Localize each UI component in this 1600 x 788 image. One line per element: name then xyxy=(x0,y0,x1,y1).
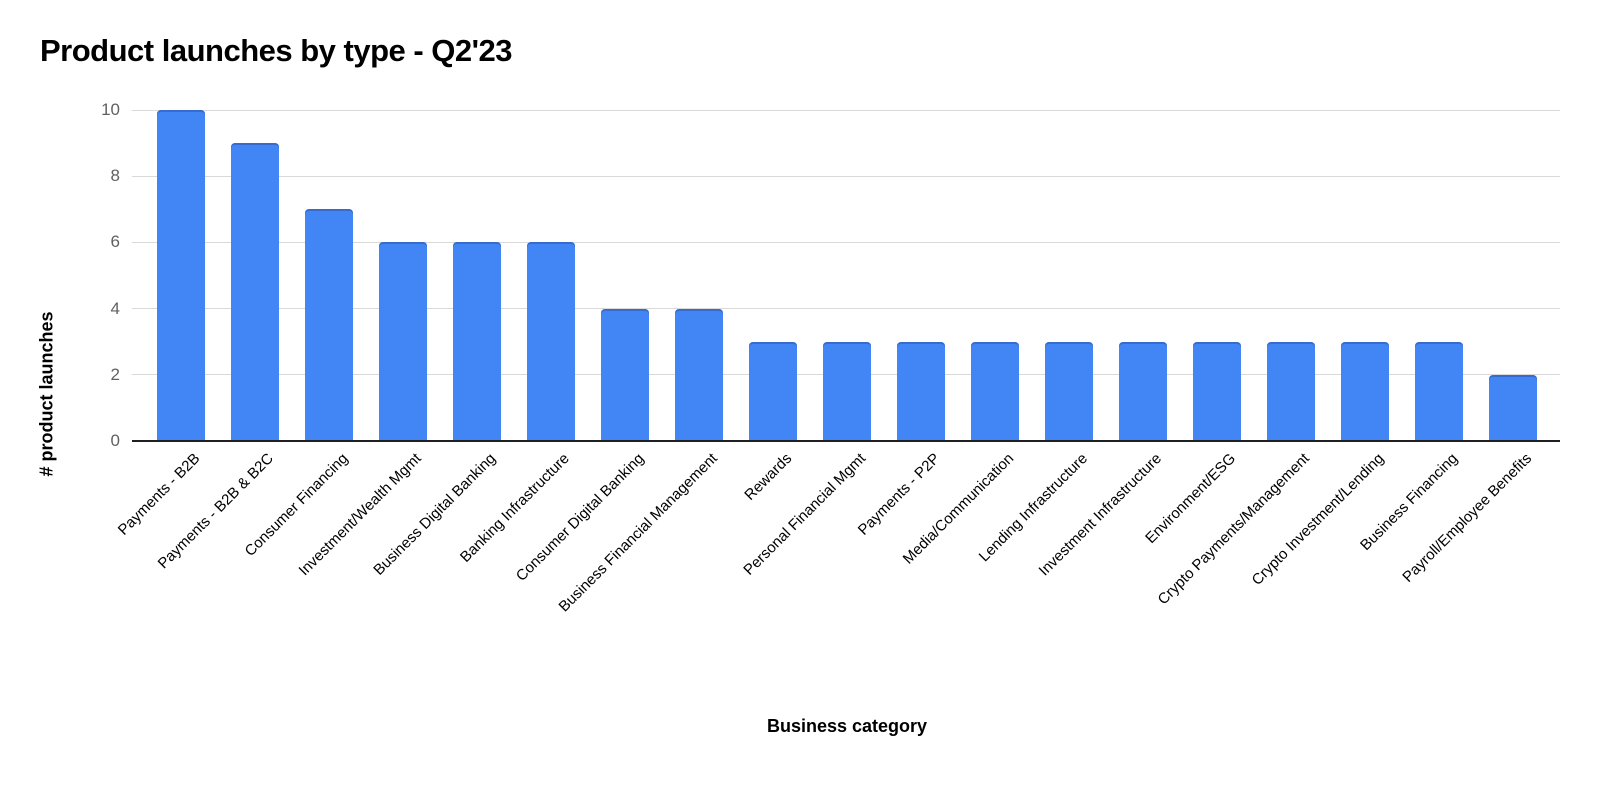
x-axis-category-label: Investment Infrastructure xyxy=(1035,450,1166,580)
bar xyxy=(157,110,205,441)
bar xyxy=(897,341,945,441)
x-axis-category-label: Rewards xyxy=(741,450,796,504)
y-tick-label: 6 xyxy=(110,232,120,252)
bar xyxy=(823,341,871,441)
x-axis-category-label: Payments - P2P xyxy=(854,450,944,539)
x-axis-line xyxy=(132,440,1560,442)
bar xyxy=(1267,341,1315,441)
x-axis-category-label: Business Financing xyxy=(1357,450,1462,554)
x-axis-category-label: Payments - B2B xyxy=(114,450,204,539)
x-axis-category-label: Crypto Investment/Lending xyxy=(1248,450,1388,589)
bar-slot xyxy=(514,110,588,441)
bar xyxy=(1119,341,1167,441)
bar-slot xyxy=(440,110,514,441)
bar xyxy=(453,242,501,441)
bar-slot xyxy=(1328,110,1402,441)
bar-slot xyxy=(218,110,292,441)
bar xyxy=(601,308,649,441)
bar-slot xyxy=(588,110,662,441)
bar-slot xyxy=(366,110,440,441)
bar xyxy=(675,308,723,441)
bar xyxy=(527,242,575,441)
x-axis-category-label: Payroll/Employee Benefits xyxy=(1399,450,1536,586)
x-axis-category-label: Media/Communication xyxy=(899,450,1018,568)
y-tick-label: 4 xyxy=(110,298,120,318)
bar-slot xyxy=(1032,110,1106,441)
plot-area xyxy=(132,109,1560,442)
x-axis-category-label: Payments - B2B & B2C xyxy=(154,450,278,573)
gridline xyxy=(132,241,1560,243)
gridline xyxy=(132,308,1560,310)
x-axis-category-label: Business Financial Management xyxy=(555,450,722,616)
x-axis-category-label: Personal Financial Mgmt xyxy=(740,450,870,579)
bar xyxy=(379,242,427,441)
bar-slot xyxy=(1106,110,1180,441)
bar-slot xyxy=(810,110,884,441)
bar-slot xyxy=(144,110,218,441)
bar xyxy=(1489,374,1537,441)
bar xyxy=(1045,341,1093,441)
bar xyxy=(305,209,353,441)
x-axis-category-labels: Payments - B2B Payments - B2B & B2C Consum… xyxy=(114,450,1550,680)
bar xyxy=(971,341,1019,441)
bar xyxy=(1415,341,1463,441)
chart-title: Product launches by type - Q2'23 xyxy=(40,33,513,68)
bar-series xyxy=(144,110,1550,441)
bar xyxy=(231,143,279,441)
y-tick-label: 8 xyxy=(110,166,120,186)
bar xyxy=(1341,341,1389,441)
bar-slot xyxy=(1402,110,1476,441)
x-axis-category-label: Consumer Digital Banking xyxy=(512,450,648,585)
x-axis-title: Business category xyxy=(766,716,928,736)
bar-slot xyxy=(1180,110,1254,441)
bar-slot xyxy=(1476,110,1550,441)
bar-slot xyxy=(292,110,366,441)
gridline xyxy=(132,175,1560,177)
bar xyxy=(1193,341,1241,441)
bar-slot xyxy=(1254,110,1328,441)
bar-slot xyxy=(662,110,736,441)
y-tick-label: 10 xyxy=(101,100,120,119)
gridline xyxy=(132,109,1560,111)
x-axis-category-label: Environment/ESG xyxy=(1142,450,1240,547)
x-axis-category-label: Banking Infrastructure xyxy=(457,450,574,566)
bar-slot xyxy=(958,110,1032,441)
y-tick-label: 2 xyxy=(110,364,120,384)
y-tick-label: 0 xyxy=(110,431,120,450)
x-axis-category-label: Investment/Wealth Mgmt xyxy=(295,450,426,580)
x-axis-category-label: Crypto Payments/Management xyxy=(1154,450,1314,609)
bar-slot xyxy=(884,110,958,441)
x-axis-category-label: Consumer Financing xyxy=(241,450,352,560)
bar xyxy=(749,341,797,441)
bar-slot xyxy=(736,110,810,441)
x-axis-category-label: Lending Infrastructure xyxy=(975,450,1092,566)
y-axis-tick-labels: 0 2 4 6 8 10 xyxy=(0,100,120,450)
x-axis-category-label: Business Digital Banking xyxy=(370,450,500,579)
